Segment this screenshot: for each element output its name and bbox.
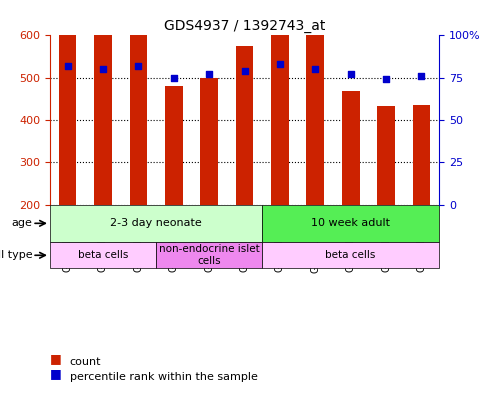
Point (170, 75, 178, 81)
FancyBboxPatch shape (50, 204, 262, 242)
Point (134, 62, 142, 69)
Point (418, 73, 426, 79)
Bar (236, 46, 253, 204)
Point (347, 71, 355, 77)
Bar (413, 105, 430, 204)
Bar (306, 20, 324, 204)
FancyBboxPatch shape (262, 204, 439, 242)
Text: 2-3 day neonate: 2-3 day neonate (110, 219, 202, 228)
Text: 10 week adult: 10 week adult (311, 219, 390, 228)
Bar (200, 78, 218, 204)
Text: non-endocrine islet
cells: non-endocrine islet cells (159, 244, 259, 266)
Bar (165, 86, 183, 204)
Bar (130, 23, 147, 204)
FancyBboxPatch shape (262, 242, 439, 268)
Bar (94, 25, 112, 204)
Title: GDS4937 / 1392743_at: GDS4937 / 1392743_at (164, 19, 325, 33)
Point (63, 62, 71, 69)
Text: beta cells: beta cells (325, 250, 376, 260)
Text: age: age (11, 219, 32, 228)
Text: ■: ■ (50, 352, 62, 365)
Text: count: count (70, 356, 101, 367)
Bar (377, 107, 395, 204)
Bar (59, 0, 76, 204)
FancyBboxPatch shape (156, 242, 262, 268)
Point (276, 61, 284, 67)
Bar (342, 91, 359, 204)
Text: ■: ■ (50, 367, 62, 380)
Text: cell type: cell type (0, 250, 32, 260)
FancyBboxPatch shape (50, 242, 156, 268)
Point (99, 66, 107, 72)
Text: percentile rank within the sample: percentile rank within the sample (70, 372, 258, 382)
Point (382, 76, 390, 83)
Point (205, 71, 213, 77)
Point (311, 66, 319, 72)
Bar (271, 0, 289, 204)
Point (241, 68, 249, 74)
Text: beta cells: beta cells (78, 250, 128, 260)
